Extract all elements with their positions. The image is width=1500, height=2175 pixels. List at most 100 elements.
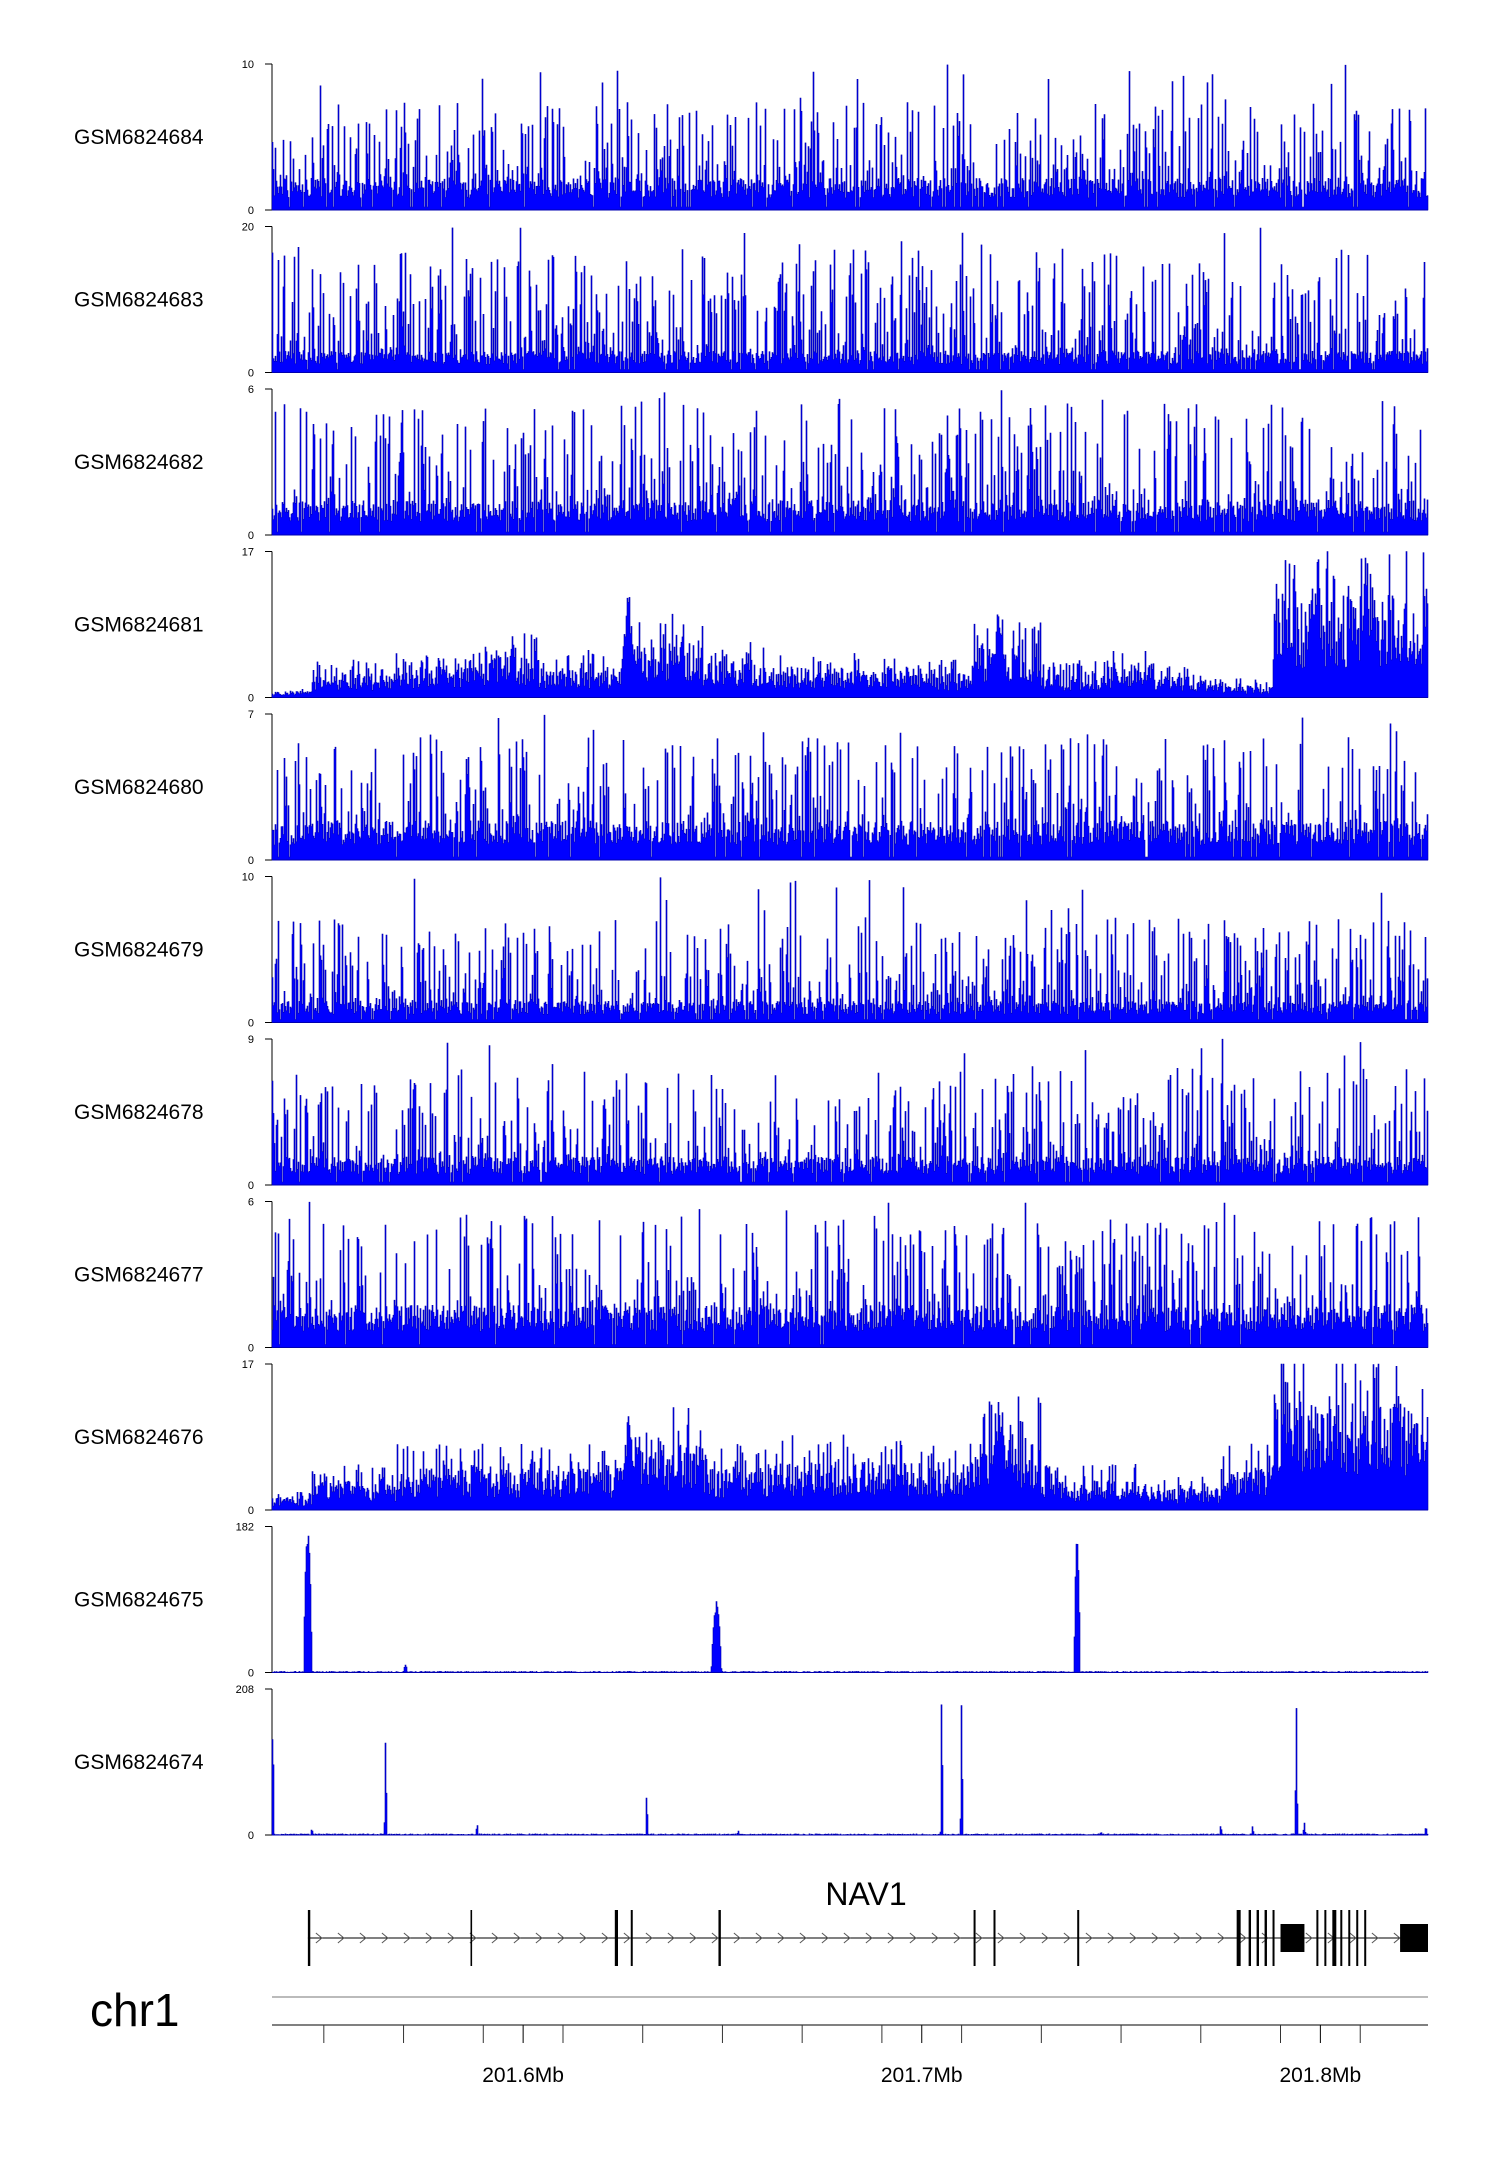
gene-exon <box>718 1910 721 1966</box>
track-label: GSM6824683 <box>74 289 204 312</box>
track-signal <box>271 64 1429 211</box>
gene-exon <box>1256 1910 1259 1966</box>
strand-arrow <box>733 1932 741 1944</box>
track-signal <box>271 227 1429 373</box>
gene-exon <box>993 1910 996 1966</box>
strand-arrow <box>1085 1932 1093 1944</box>
strand-arrow <box>513 1932 521 1944</box>
strand-arrow <box>1217 1932 1225 1944</box>
track-ymin-label: 0 <box>248 855 254 867</box>
track-label: GSM6824677 <box>74 1264 204 1287</box>
strand-arrow <box>579 1932 587 1944</box>
track-ymax-label: 10 <box>242 872 254 884</box>
track-ymax-label: 208 <box>236 1684 254 1696</box>
gene-annotation-track: NAV1 <box>307 1876 1428 1966</box>
gene-exon <box>1340 1910 1343 1966</box>
track-ymin-label: 0 <box>248 368 254 380</box>
strand-arrow <box>425 1932 433 1944</box>
strand-arrow <box>1261 1932 1269 1944</box>
track-GSM6824681: GSM6824681 17 0 <box>74 547 1429 705</box>
track-label: GSM6824684 <box>74 126 204 149</box>
strand-arrow <box>711 1932 719 1944</box>
strand-arrow <box>1041 1932 1049 1944</box>
strand-arrow <box>1239 1932 1247 1944</box>
strand-arrow <box>535 1932 543 1944</box>
track-ymin-label: 0 <box>248 1018 254 1030</box>
gene-exon <box>1356 1910 1359 1966</box>
track-ymin-label: 0 <box>248 693 254 705</box>
gene-exon <box>307 1910 311 1966</box>
track-label: GSM6824680 <box>74 776 204 799</box>
track-ymin-label: 0 <box>248 205 254 217</box>
gene-exon <box>1364 1910 1367 1966</box>
track-GSM6824683: GSM6824683 20 0 <box>74 222 1429 380</box>
strand-arrow <box>359 1932 367 1944</box>
strand-arrow <box>1393 1932 1401 1944</box>
genome-axis-label: 201.6Mb <box>482 2064 564 2087</box>
track-signal <box>271 390 1429 536</box>
track-signal <box>271 877 1429 1023</box>
strand-arrow <box>645 1932 653 1944</box>
strand-arrow <box>1151 1932 1159 1944</box>
strand-arrow <box>447 1932 455 1944</box>
track-GSM6824674: GSM6824674 208 0 <box>74 1684 1429 1842</box>
strand-arrow <box>799 1932 807 1944</box>
strand-arrow <box>1129 1932 1137 1944</box>
track-label: GSM6824682 <box>74 451 204 474</box>
strand-arrow <box>689 1932 697 1944</box>
track-ymax-label: 17 <box>242 1359 254 1371</box>
gene-exon <box>1280 1924 1305 1952</box>
track-GSM6824684: GSM6824684 10 0 <box>74 59 1429 217</box>
strand-arrow <box>381 1932 389 1944</box>
strand-arrow <box>601 1932 609 1944</box>
strand-arrow <box>1349 1932 1357 1944</box>
track-label: GSM6824676 <box>74 1426 204 1449</box>
track-ymin-label: 0 <box>248 1830 254 1842</box>
strand-arrow <box>909 1932 917 1944</box>
track-label: GSM6824681 <box>74 614 204 637</box>
track-GSM6824680: GSM6824680 7 0 <box>74 709 1429 867</box>
track-GSM6824677: GSM6824677 6 0 <box>74 1197 1429 1355</box>
track-GSM6824675: GSM6824675 182 0 <box>74 1522 1429 1680</box>
track-signal <box>271 1038 1429 1186</box>
gene-exon <box>470 1910 473 1966</box>
track-ymin-label: 0 <box>248 530 254 542</box>
gene-exon <box>1248 1910 1252 1966</box>
gene-exon <box>1316 1910 1319 1966</box>
strand-arrow <box>975 1932 983 1944</box>
gene-label: NAV1 <box>825 1876 906 1912</box>
gene-exon <box>630 1910 633 1966</box>
track-signal <box>271 714 1429 861</box>
strand-arrow <box>1063 1932 1071 1944</box>
track-ymin-label: 0 <box>248 1505 254 1517</box>
strand-arrow <box>755 1932 763 1944</box>
track-label: GSM6824674 <box>74 1751 204 1774</box>
strand-arrow <box>315 1932 323 1944</box>
strand-arrow <box>403 1932 411 1944</box>
track-ymin-label: 0 <box>248 1180 254 1192</box>
strand-arrow <box>1371 1932 1379 1944</box>
strand-arrow <box>1019 1932 1027 1944</box>
strand-arrow <box>1305 1932 1313 1944</box>
gene-exon <box>1400 1924 1428 1952</box>
strand-arrow <box>887 1932 895 1944</box>
track-ymax-label: 7 <box>248 709 254 721</box>
genome-axis: chr1 201.6Mb 201.7Mb 201.8Mb <box>90 1984 1428 2087</box>
gene-exon <box>1324 1910 1327 1966</box>
strand-arrow <box>1107 1932 1115 1944</box>
track-GSM6824682: GSM6824682 6 0 <box>74 384 1429 542</box>
track-ymax-label: 17 <box>242 547 254 559</box>
strand-arrow <box>667 1932 675 1944</box>
strand-arrow <box>557 1932 565 1944</box>
gene-exon <box>973 1910 976 1966</box>
track-GSM6824676: GSM6824676 17 0 <box>74 1359 1429 1517</box>
strand-arrow <box>1173 1932 1181 1944</box>
track-signal <box>271 1201 1429 1348</box>
strand-arrow <box>1195 1932 1203 1944</box>
strand-arrow <box>623 1932 631 1944</box>
gene-exon <box>1348 1910 1351 1966</box>
track-GSM6824679: GSM6824679 10 0 <box>74 872 1429 1030</box>
track-ymax-label: 182 <box>236 1522 254 1534</box>
